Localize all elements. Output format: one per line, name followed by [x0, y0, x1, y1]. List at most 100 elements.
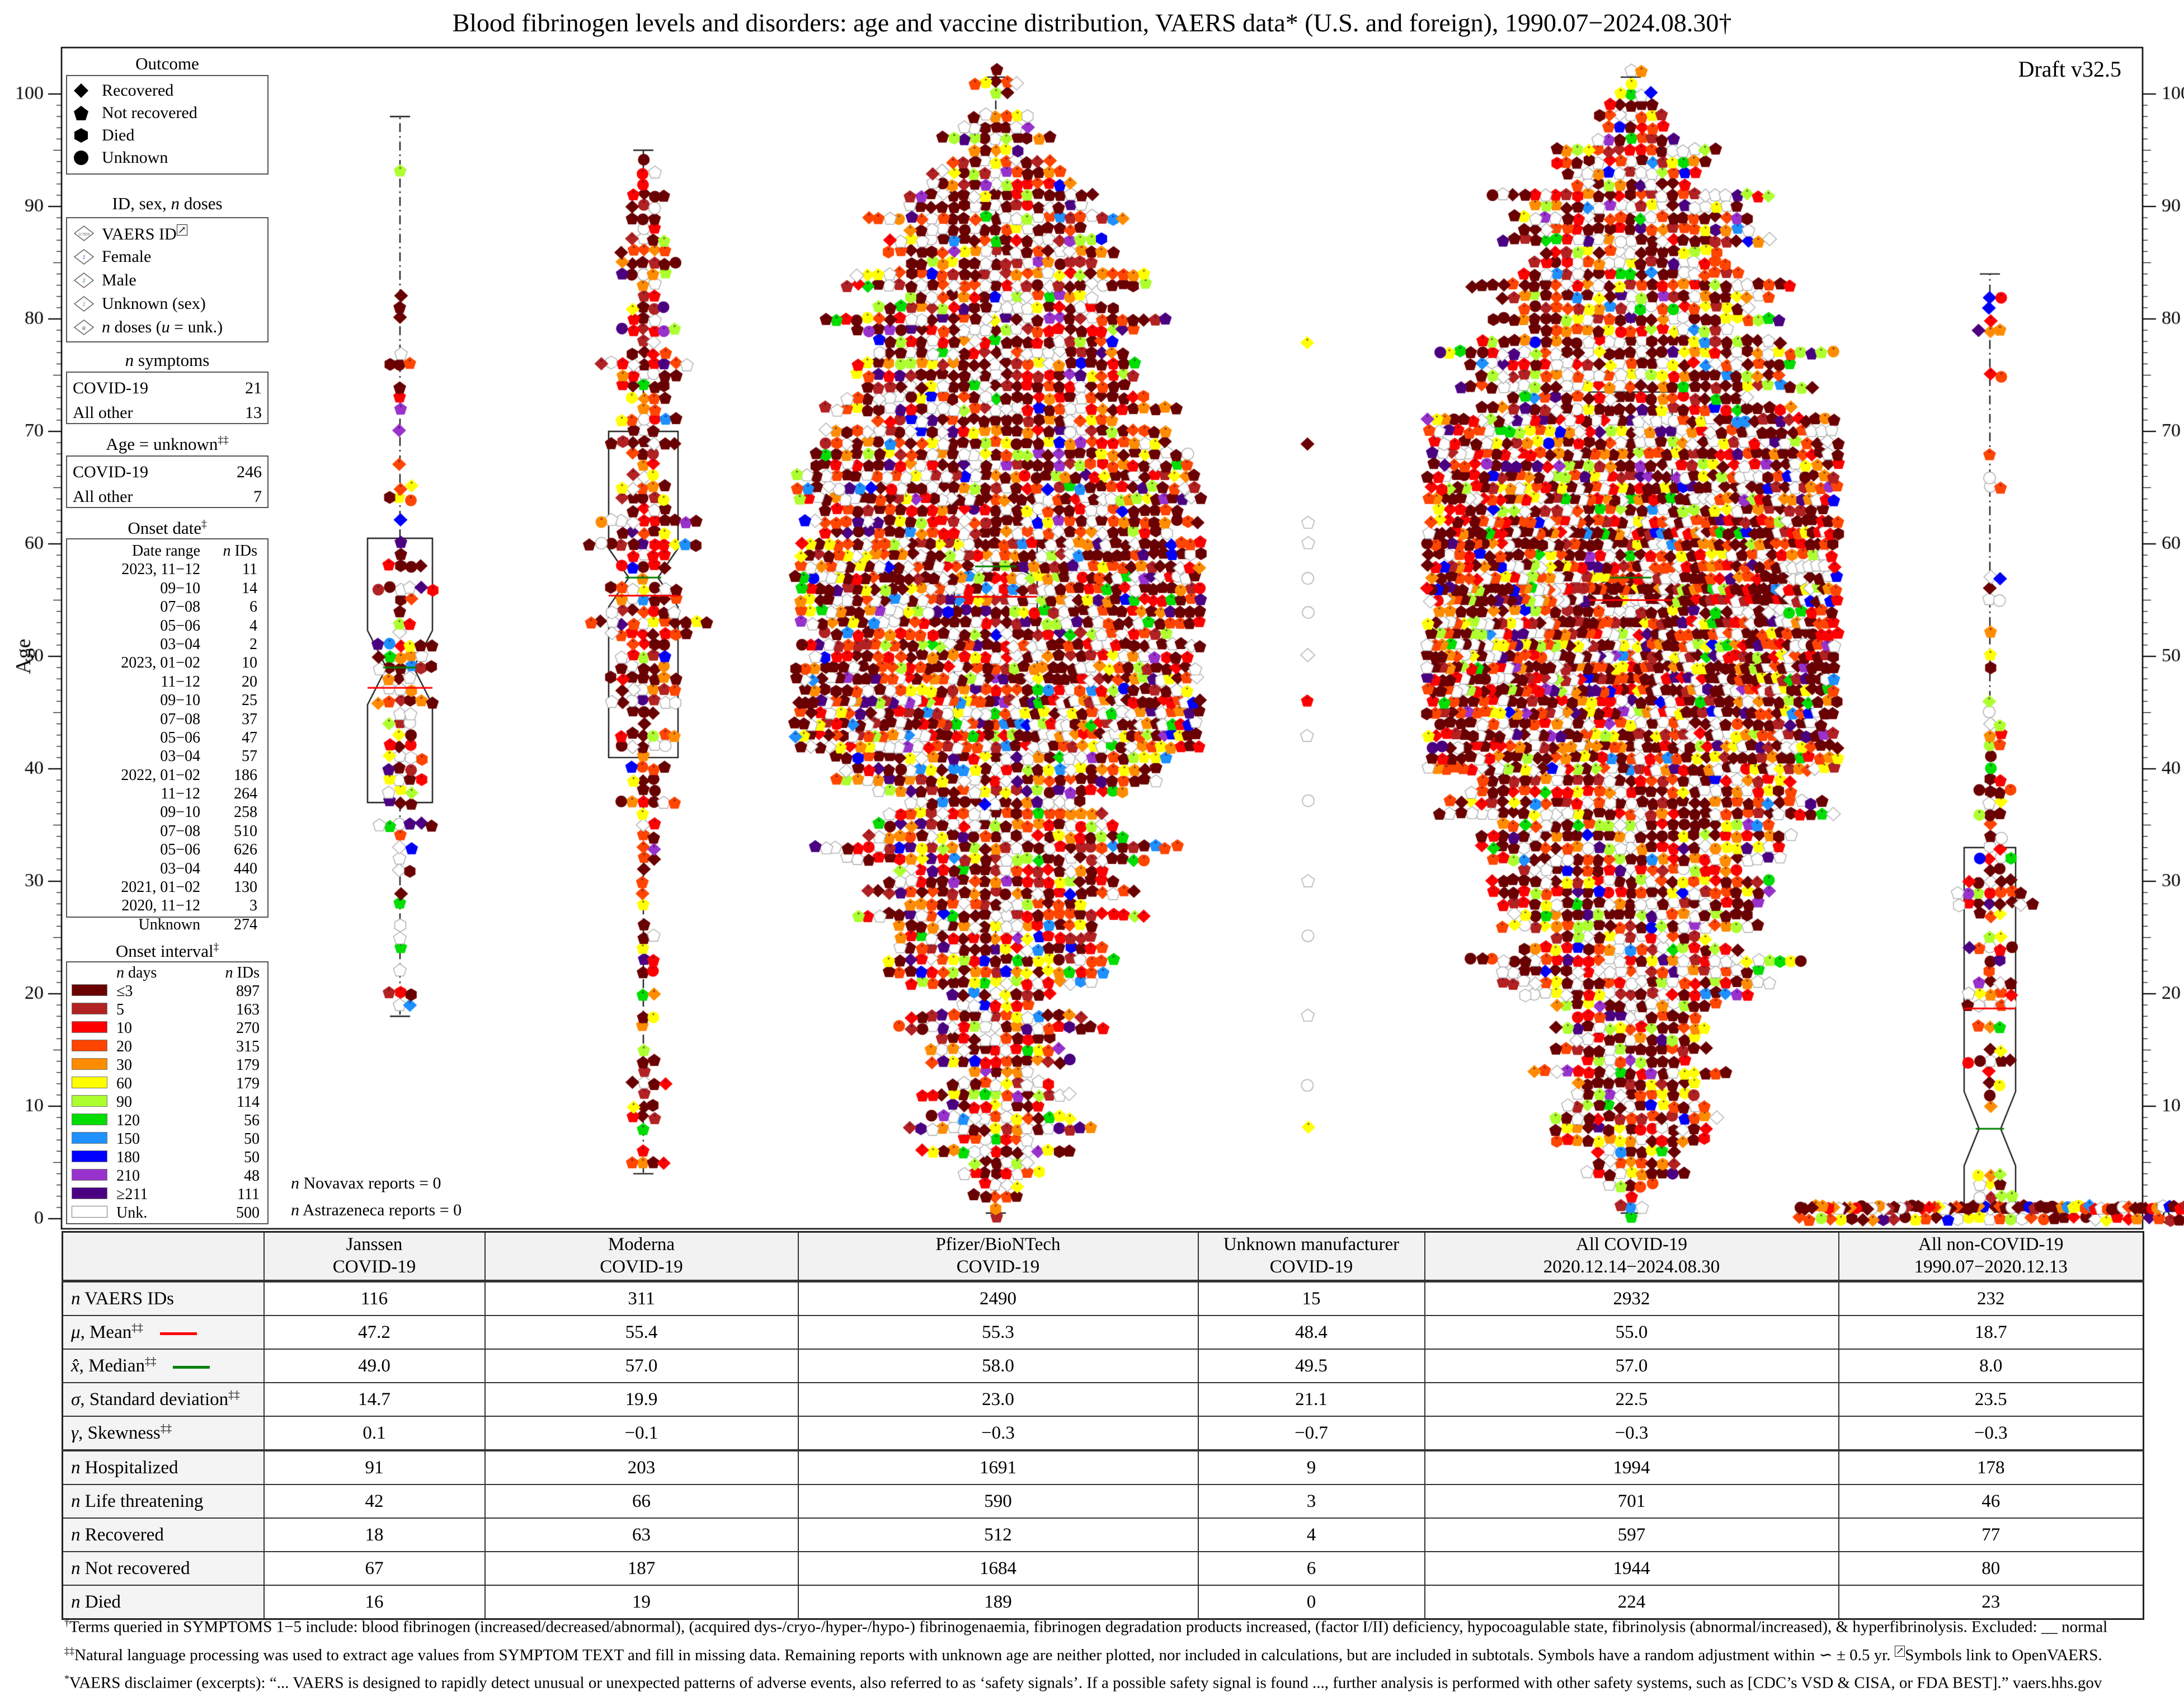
onset-date-row: 09−10 258 [160, 804, 257, 821]
onset-date-table: Date range n IDs 2023, 11−12 11 09−10 14 07−08… [66, 538, 269, 933]
stats-value: 6 [1197, 1551, 1425, 1586]
id-legend-item: 1 Unknown (sex) [73, 292, 262, 316]
stats-value: 8.0 [1838, 1349, 2144, 1383]
stats-value: 590 [797, 1484, 1199, 1519]
stats-row-label: μ, Mean‡‡ [62, 1315, 265, 1350]
stats-value: 55.3 [797, 1315, 1199, 1350]
stats-value: 21.1 [1197, 1382, 1425, 1417]
interval-color-swatch [72, 1150, 107, 1162]
diamond-icon [74, 83, 88, 98]
stats-value: 57.0 [484, 1349, 799, 1383]
onset-date-row: Unknown 274 [138, 915, 257, 933]
onset-date-row: 07−08 6 [160, 598, 257, 616]
stats-value: 66 [484, 1484, 799, 1519]
stats-row-label: γ, Skewness‡‡ [62, 1416, 265, 1451]
draft-version-label: Draft v32.5 [2018, 57, 2121, 82]
stats-value: 597 [1424, 1518, 1839, 1552]
interval-color-swatch [72, 984, 107, 996]
interval-color-swatch [72, 1002, 107, 1014]
stats-value: 232 [1838, 1280, 2144, 1316]
stats-column-header: Pfizer/BioNTech COVID-19 [797, 1231, 1199, 1282]
id-legend-item: u n doses (u = unk.) [73, 316, 262, 339]
interval-color-swatch [72, 1168, 107, 1181]
stats-column-header: All non-COVID-19 1990.07−2020.12.13 [1838, 1231, 2144, 1282]
stats-value: 701 [1424, 1484, 1839, 1519]
stats-row: n VAERS IDs 116 311 2490 15 2932 232 [62, 1280, 2144, 1316]
onset-interval-row: ≤3 897 [72, 982, 263, 1000]
onset-interval-row: 90 114 [72, 1093, 263, 1111]
svg-text:117859: 117859 [78, 232, 90, 237]
onset-date-row: 09−10 14 [160, 579, 257, 597]
stats-value: 46 [1838, 1484, 2144, 1519]
stats-value: 57.0 [1424, 1349, 1839, 1383]
stats-value: 19 [484, 1585, 799, 1620]
stats-row: n Died 16 19 189 0 224 23 [62, 1585, 2144, 1620]
stats-value: 9 [1197, 1449, 1425, 1485]
outcome-label: Died [102, 126, 135, 144]
svg-text:1: 1 [82, 276, 86, 284]
mean-line-swatch [159, 1332, 197, 1335]
n-symptoms-row: COVID-19 21 [73, 379, 262, 397]
outcome-legend-item: Unknown [73, 147, 262, 169]
onset-interval-row: 60 179 [72, 1074, 263, 1093]
stats-row: n Life threatening 42 66 590 3 701 46 [62, 1484, 2144, 1519]
onset-date-row: 07−08 37 [160, 710, 257, 728]
onset-date-row: 09−10 25 [160, 692, 257, 710]
onset-interval-row: 30 179 [72, 1056, 263, 1074]
id-legend-item: 1 Male [73, 269, 262, 292]
outcome-label: Unknown [102, 148, 168, 167]
stats-value: −0.1 [484, 1416, 799, 1451]
id-legend-item: 1 Female [73, 245, 262, 269]
interval-color-swatch [72, 1076, 107, 1088]
open-diamond-icon: 1 [73, 296, 95, 312]
id-legend-item: 117859 VAERS ID ↗ [73, 222, 262, 245]
stats-row: n Hospitalized 91 203 1691 9 1994 178 [62, 1449, 2144, 1485]
stats-row: γ, Skewness‡‡ 0.1 −0.1 −0.3 −0.7 −0.3 −0.3 [62, 1416, 2144, 1451]
stats-value: −0.7 [1197, 1416, 1425, 1451]
onset-interval-row: 150 50 [72, 1130, 263, 1148]
id-sex-doses-legend: 117859 VAERS ID ↗ 1 Female 1 Male 1 Unknown (sex… [66, 217, 269, 342]
svg-text:1: 1 [82, 253, 86, 261]
onset-interval-row: 20 315 [72, 1037, 263, 1056]
id-legend-label[interactable]: VAERS ID ↗ [102, 224, 187, 243]
id-sex-doses-legend-title: ID, sex, n doses [112, 194, 223, 213]
stats-value: 80 [1838, 1551, 2144, 1586]
stats-row-label: n Hospitalized [62, 1449, 265, 1485]
open-diamond-icon: 117859 [73, 225, 95, 241]
stats-value: 77 [1838, 1518, 2144, 1552]
interval-color-swatch [72, 1058, 107, 1070]
astrazeneca-note: n Astrazeneca reports = 0 [291, 1201, 462, 1219]
open-diamond-icon: 1 [73, 249, 95, 265]
stats-row-label: n Died [62, 1585, 265, 1620]
interval-color-swatch [72, 1094, 107, 1107]
footnote-nlp: ‡‡Natural language processing was used t… [64, 1645, 2102, 1664]
outcome-label: Not recovered [102, 104, 197, 122]
onset-interval-legend: n days n IDs ≤3 897 5 163 10 270 20 315 30 179 60 179… [66, 961, 269, 1224]
onset-interval-row: 210 48 [72, 1167, 263, 1185]
stats-value: 49.0 [263, 1349, 486, 1383]
stats-value: 2932 [1424, 1280, 1839, 1316]
stats-value: 116 [263, 1280, 486, 1316]
stats-row-label: n Recovered [62, 1518, 265, 1552]
hexagon-icon [74, 128, 88, 143]
stats-row: n Recovered 18 63 512 4 597 77 [62, 1518, 2144, 1552]
stats-value: 311 [484, 1280, 799, 1316]
age-unknown-legend-title: Age = unknown‡‡ [106, 434, 229, 454]
age-unknown-row: COVID-19 246 [73, 463, 262, 481]
interval-color-swatch [72, 1205, 107, 1218]
page-title: Blood fibrinogen levels and disorders: a… [452, 8, 1732, 37]
summary-stats-table: Janssen COVID-19 Moderna COVID-19 Pfizer/Bio… [62, 1231, 2144, 1620]
stats-value: 178 [1838, 1449, 2144, 1485]
stats-value: 15 [1197, 1280, 1425, 1316]
stats-value: 512 [797, 1518, 1199, 1552]
onset-date-row: 05−06 4 [160, 617, 257, 635]
stats-value: 3 [1197, 1484, 1425, 1519]
pentagon-icon [74, 106, 88, 120]
external-link-icon: ↗ [176, 224, 187, 236]
stats-value: 23 [1838, 1585, 2144, 1620]
stats-corner-cell [62, 1231, 265, 1282]
onset-interval-row: ≥211 111 [72, 1185, 263, 1204]
stats-value: 1691 [797, 1449, 1199, 1485]
onset-date-row: 03−04 440 [160, 859, 257, 877]
